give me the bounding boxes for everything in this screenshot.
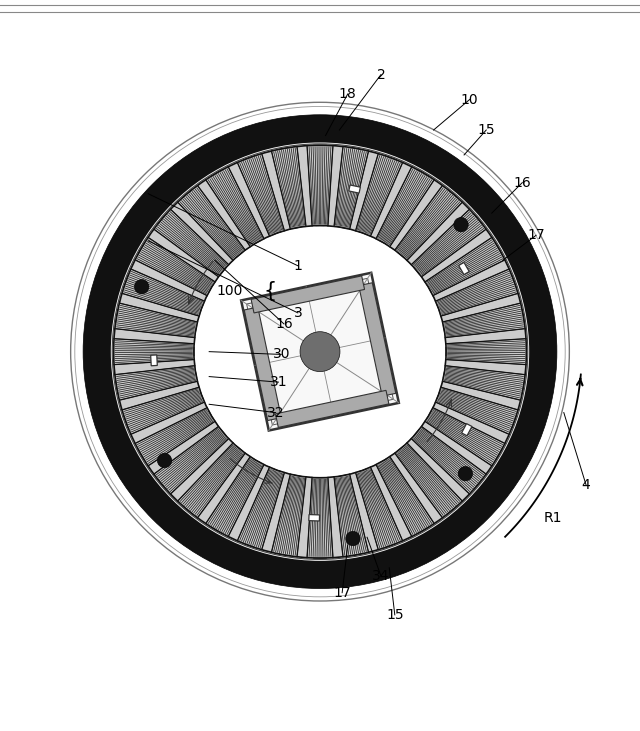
Polygon shape	[244, 307, 282, 420]
Text: 4: 4	[582, 477, 590, 492]
Text: 3: 3	[294, 306, 302, 320]
Polygon shape	[459, 262, 469, 275]
Text: 100: 100	[216, 284, 243, 298]
Text: R1: R1	[543, 511, 562, 525]
Circle shape	[83, 115, 557, 588]
Text: {: {	[264, 281, 276, 300]
Text: 31: 31	[269, 375, 287, 389]
Circle shape	[111, 143, 529, 561]
Polygon shape	[251, 276, 365, 313]
Text: 32: 32	[267, 406, 284, 420]
Circle shape	[113, 145, 527, 558]
Circle shape	[194, 226, 446, 477]
Text: 18: 18	[339, 87, 356, 101]
Circle shape	[134, 279, 149, 294]
Text: 15: 15	[386, 608, 404, 622]
Circle shape	[306, 338, 334, 366]
Text: 16: 16	[513, 175, 531, 189]
Text: 17: 17	[527, 228, 545, 242]
Text: 10: 10	[461, 93, 479, 107]
Polygon shape	[275, 390, 389, 428]
Text: 17: 17	[333, 586, 351, 599]
Polygon shape	[150, 355, 157, 366]
Polygon shape	[358, 283, 396, 396]
Text: 30: 30	[273, 347, 290, 361]
Circle shape	[458, 466, 472, 481]
Polygon shape	[241, 273, 399, 431]
Text: 34: 34	[372, 569, 390, 583]
Circle shape	[157, 453, 172, 468]
Polygon shape	[349, 185, 360, 193]
Circle shape	[300, 332, 340, 371]
Polygon shape	[461, 423, 472, 436]
Circle shape	[195, 227, 445, 477]
Circle shape	[311, 343, 329, 360]
Text: 16: 16	[275, 317, 293, 331]
Text: 1: 1	[293, 259, 302, 273]
Circle shape	[316, 348, 324, 356]
Polygon shape	[309, 515, 319, 521]
Circle shape	[346, 531, 360, 546]
Text: 15: 15	[477, 123, 495, 137]
Text: 2: 2	[376, 67, 385, 82]
Polygon shape	[246, 279, 394, 425]
Circle shape	[454, 217, 468, 232]
